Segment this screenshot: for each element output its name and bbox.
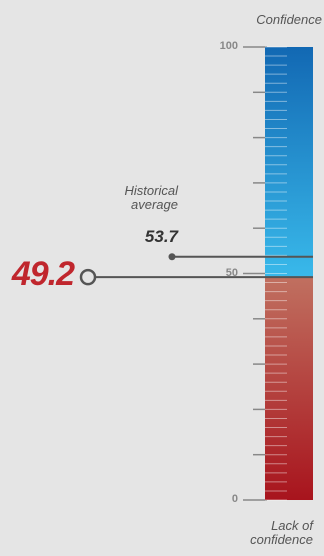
tick-label-50: 50	[225, 266, 238, 279]
historical-average-marker-dot	[168, 253, 176, 261]
top-label: Confidence	[256, 12, 322, 27]
tick-label-100: 100	[219, 40, 238, 52]
historical-average-value: 53.7	[144, 226, 178, 246]
tick-label-0: 0	[231, 493, 238, 505]
tick-marks	[243, 46, 267, 501]
bottom-label: Lack of confidence	[250, 518, 313, 547]
minor-ticks	[265, 46, 287, 501]
current-value-marker-circle	[79, 268, 97, 286]
historical-average-label: Historical average	[124, 182, 178, 212]
current-value: 49.2	[11, 255, 75, 294]
gauge-bar-upper	[265, 47, 313, 278]
gauge-bar-lower	[265, 277, 313, 500]
